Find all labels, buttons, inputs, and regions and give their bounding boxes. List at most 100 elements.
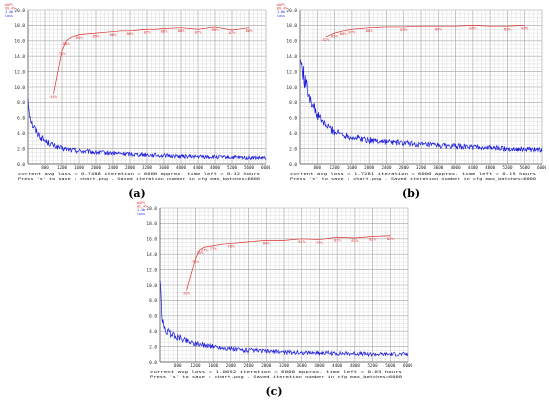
y-tick-label: 20.0 [14, 8, 25, 14]
x-tick-label: 6000 [403, 363, 412, 368]
x-tick-label: 800 [174, 363, 182, 368]
y-tick-label: 12.0 [146, 267, 157, 273]
y-tick-label: 10.0 [14, 85, 25, 91]
legend-entry: 99.4% [5, 7, 15, 11]
chart-caption-a: (a) [128, 187, 146, 200]
map-point-label: 87% [229, 30, 237, 35]
map-series-line [325, 25, 525, 38]
x-tick-label: 6000 [261, 165, 270, 170]
x-tick-label: 2000 [91, 165, 102, 170]
x-tick-label: 1600 [347, 165, 358, 170]
footer-line: Press 's' to save : chart.png - Saved it… [18, 176, 261, 181]
map-point-label: 80% [63, 41, 71, 46]
map-point-label: 89% [435, 26, 443, 31]
loss-series-line [299, 59, 543, 153]
chart-panel-a: 0.0 2.0 4.0 6.0 8.0 10.0 12.0 14.0 16.0 18.0 20.0 8… [4, 2, 270, 202]
map-point-label: 87% [195, 29, 203, 34]
x-tick-label: 5200 [227, 165, 238, 170]
map-point-label: 88% [178, 28, 186, 33]
chart-grid-major [160, 207, 409, 363]
legend-entry: mAP% [5, 3, 13, 7]
legend-entry: 1.3b [137, 208, 145, 212]
x-tick-label: 6000 [537, 165, 546, 170]
legend-entry: mAP% [137, 201, 145, 205]
x-tick-label: 5600 [244, 165, 255, 170]
loss-series-line [159, 280, 409, 358]
y-tick-label: 4.0 [149, 329, 157, 335]
map-point-label: 44% [50, 94, 58, 99]
legend-entry: 1.4b [5, 10, 13, 14]
map-point-label: 82% [369, 237, 377, 242]
x-tick-label: 4800 [210, 165, 221, 170]
map-point-label: 71% [192, 259, 200, 264]
y-tick-label: 16.0 [286, 39, 297, 45]
map-point-label: 89% [469, 26, 477, 31]
map-point-label: 78% [227, 244, 235, 249]
map-point-label: 84% [76, 35, 84, 40]
legend-entry: loss [5, 14, 13, 18]
y-tick-label: 12.0 [286, 69, 297, 75]
map-point-label: 86% [110, 32, 118, 37]
y-tick-label: 14.0 [286, 54, 297, 60]
map-series-line [186, 235, 391, 291]
x-tick-label: 2400 [108, 165, 119, 170]
x-tick-label: 3200 [279, 363, 290, 368]
y-tick-label: 2.0 [149, 344, 157, 350]
loss-series-line [27, 98, 267, 161]
map-point-label: 87% [348, 29, 356, 34]
map-point-label: 81% [298, 239, 306, 244]
y-tick-label: 2.0 [289, 146, 297, 152]
x-tick-label: 4400 [468, 165, 479, 170]
chart-caption-b: (b) [401, 187, 421, 200]
footer-line: current avg loss = 1.0652 iteration = 60… [150, 369, 402, 374]
map-point-label: 85% [331, 33, 339, 38]
y-tick-label: 4.0 [17, 131, 25, 137]
x-tick-label: 2800 [261, 363, 272, 368]
y-tick-label: 10.0 [146, 283, 157, 289]
y-tick-label: 8.0 [289, 100, 297, 106]
y-tick-label: 0.0 [149, 360, 157, 366]
map-point-label: 85% [93, 33, 101, 38]
x-tick-label: 1200 [330, 165, 341, 170]
x-tick-label: 4000 [314, 363, 325, 368]
y-tick-label: 8.0 [149, 298, 157, 304]
x-tick-label: 2800 [125, 165, 136, 170]
legend-entry: 89.4% [277, 7, 287, 11]
y-tick-label: 20.0 [146, 206, 157, 212]
map-point-label: 82% [387, 236, 395, 241]
legend-entry: loss [137, 212, 145, 216]
chart-caption-c: (c) [265, 385, 283, 398]
y-tick-label: 2.0 [17, 146, 25, 152]
map-point-label: 88% [161, 29, 169, 34]
x-tick-label: 5600 [385, 363, 396, 368]
chart-grid-major [28, 9, 267, 165]
map-point-label: 89% [212, 27, 220, 32]
x-tick-label: 3200 [142, 165, 153, 170]
y-tick-label: 0.0 [289, 162, 297, 168]
x-tick-label: 3600 [297, 363, 308, 368]
map-point-label: 86% [340, 31, 348, 36]
y-tick-label: 6.0 [149, 314, 157, 320]
x-tick-label: 2400 [244, 363, 255, 368]
chart-panel-b: 0.0 2.0 4.0 6.0 8.0 10.0 12.0 14.0 16.0 18.0 20.0 8… [276, 2, 546, 202]
x-tick-label: 4400 [193, 165, 204, 170]
x-tick-label: 3600 [433, 165, 444, 170]
x-tick-label: 4800 [485, 165, 496, 170]
map-point-label: 86% [127, 31, 135, 36]
map-point-label: 75% [196, 250, 204, 255]
x-tick-label: 4400 [332, 363, 343, 368]
x-tick-label: 2000 [226, 363, 237, 368]
y-tick-label: 18.0 [146, 221, 157, 227]
x-tick-label: 5200 [502, 165, 513, 170]
footer-line: current avg loss = 1.7281 iteration = 60… [290, 171, 536, 176]
y-tick-label: 4.0 [289, 131, 297, 137]
footer-line: Press 's' to save : chart.png - Saved it… [150, 374, 403, 379]
map-series-line [53, 26, 250, 94]
x-tick-label: 3600 [159, 165, 170, 170]
map-point-label: 88% [366, 28, 374, 33]
x-tick-label: 5600 [520, 165, 531, 170]
footer-line: current avg loss = 0.7488 iteration = 60… [18, 171, 260, 176]
x-tick-label: 2400 [381, 165, 392, 170]
loss-chart-c: 0.02.04.06.08.010.012.014.016.018.020.08… [136, 200, 412, 385]
x-tick-label: 4800 [350, 363, 361, 368]
